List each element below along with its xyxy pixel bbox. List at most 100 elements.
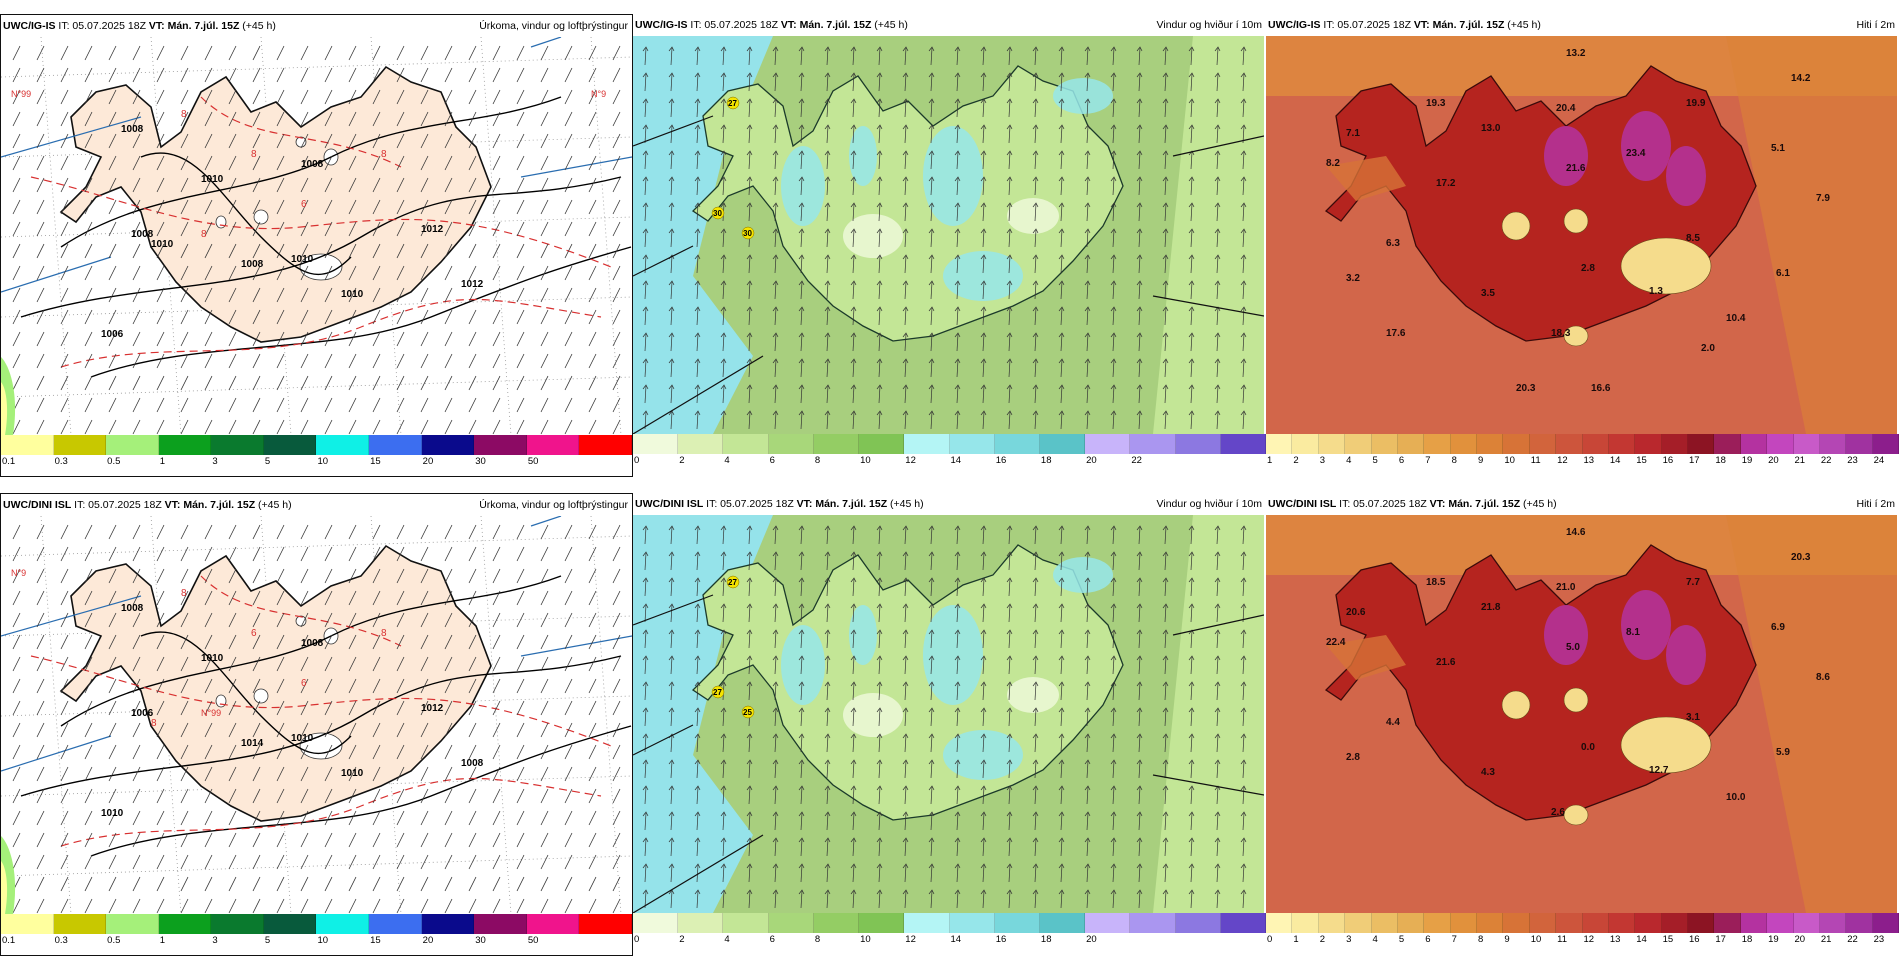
wind-arrow	[824, 629, 831, 635]
wind-barb	[132, 876, 141, 892]
wind-barb	[444, 766, 453, 782]
wind-barb	[60, 265, 69, 281]
wind-arrow	[904, 151, 907, 170]
wind-arrow	[930, 864, 933, 883]
wind-barb	[420, 155, 429, 171]
wind-arrow	[774, 604, 777, 623]
gust-marker	[711, 206, 725, 220]
contour-label: 8	[201, 229, 207, 240]
wind-barb	[564, 788, 573, 804]
wind-arrow	[774, 786, 777, 805]
wind-arrow	[1162, 551, 1169, 557]
wind-arrow	[1162, 124, 1169, 130]
wind-barb	[612, 375, 621, 391]
wind-barb	[588, 265, 597, 281]
wind-arrow	[930, 359, 933, 378]
wind-arrow	[1084, 46, 1091, 52]
wind-arrow	[748, 578, 751, 597]
temperature-label: 18.3	[1551, 328, 1571, 339]
contour-label: 8	[251, 149, 257, 160]
wind-arrow	[722, 281, 725, 300]
colorbar-swatch	[1635, 913, 1662, 933]
wind-arrow	[826, 99, 829, 118]
wind-barb	[36, 111, 45, 127]
wind-barb	[132, 243, 141, 259]
wind-arrow	[902, 98, 909, 104]
wind-arrow	[1032, 785, 1039, 791]
wind-barb	[396, 221, 405, 237]
wind-arrow	[1138, 760, 1141, 779]
wind-arrow	[928, 551, 935, 557]
wind-barb	[468, 111, 477, 127]
valid-time: VT: Mán. 7.júl. 15Z	[796, 498, 888, 510]
frontal-line	[520, 156, 632, 178]
wind-arrow	[1162, 889, 1169, 895]
wind-barb	[228, 133, 237, 149]
wind-barb	[36, 524, 45, 540]
frontal-line	[530, 516, 562, 527]
wind-barb	[12, 524, 21, 540]
wind-barb	[564, 546, 573, 562]
wind-arrow	[878, 786, 881, 805]
wind-arrow	[1242, 578, 1245, 597]
wind-arrow	[748, 812, 751, 831]
wind-arrow	[982, 73, 985, 92]
wind-arrow	[876, 124, 883, 130]
wind-arrow	[670, 630, 673, 649]
wind-arrow	[748, 760, 751, 779]
wind-arrow	[1190, 786, 1193, 805]
wind-arrow	[748, 203, 751, 222]
wind-arrow	[668, 785, 675, 791]
wind-barb	[276, 678, 285, 694]
colorbar-swatch	[474, 435, 527, 455]
wind-barb	[564, 133, 573, 149]
colorbar-swatch	[579, 914, 632, 934]
wind-arrow	[748, 786, 751, 805]
wind-barb	[276, 612, 285, 628]
wind-arrow	[956, 229, 959, 248]
wind-arrow	[668, 150, 675, 156]
wind-arrow	[668, 759, 675, 765]
wind-arrow	[980, 837, 987, 843]
wind-barb	[516, 353, 525, 369]
wind-arrow	[1138, 578, 1141, 597]
wind-barb	[540, 331, 549, 347]
wind-arrow	[1058, 551, 1065, 557]
contour-label: 1010	[201, 174, 224, 185]
wind-arrow	[878, 708, 881, 727]
wind-arrow	[876, 98, 883, 104]
wind-barb	[492, 397, 501, 413]
wind-barb	[468, 309, 477, 325]
wind-arrow	[1084, 785, 1091, 791]
wind-barb	[156, 810, 165, 826]
wind-arrow	[1216, 151, 1219, 170]
wind-barb	[348, 568, 357, 584]
wind-arrow	[1008, 708, 1011, 727]
wind-arrow	[720, 306, 727, 312]
wind-barb	[204, 353, 213, 369]
contour-label: 1010	[291, 254, 314, 265]
wind-barb	[492, 89, 501, 105]
wind-barb	[252, 111, 261, 127]
wind-barb	[108, 524, 117, 540]
wind-barb	[204, 854, 213, 870]
colorbar-tick-label: 9	[1504, 934, 1510, 945]
wind-arrow	[668, 681, 675, 687]
wind-barb	[276, 832, 285, 848]
cool-area	[1563, 687, 1589, 713]
gust-marker	[711, 685, 725, 699]
wind-barb	[372, 265, 381, 281]
wind-arrow	[1216, 385, 1219, 404]
wind-arrow	[1136, 655, 1143, 661]
wind-arrow	[850, 202, 857, 208]
model-name: UWC/DINI ISL	[1268, 498, 1337, 510]
wind-barb	[84, 656, 93, 672]
wind-arrow	[1034, 411, 1037, 430]
wind-barb	[444, 744, 453, 760]
wind-barb	[324, 155, 333, 171]
valid-time: VT: Mán. 7.júl. 15Z	[148, 20, 240, 32]
colorbar-swatch	[1872, 434, 1899, 454]
wind-barb	[492, 155, 501, 171]
wind-arrow	[1214, 733, 1221, 739]
wind-barb	[540, 810, 549, 826]
